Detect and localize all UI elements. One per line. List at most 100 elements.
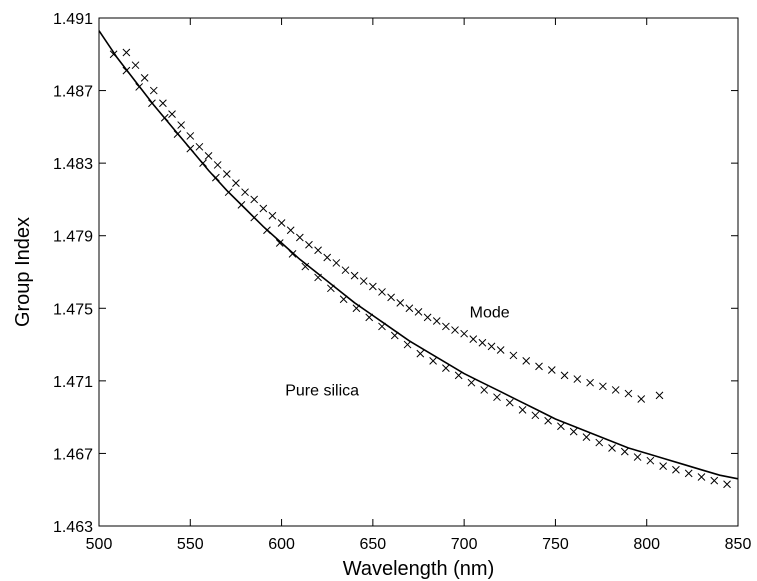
data-point-marker xyxy=(429,357,437,365)
data-point-marker xyxy=(460,329,468,338)
data-point-marker xyxy=(573,375,582,383)
data-point-marker xyxy=(469,335,478,343)
data-point-marker xyxy=(213,161,222,169)
data-point-marker xyxy=(259,204,268,213)
data-point-marker xyxy=(177,121,186,129)
data-point-marker xyxy=(339,295,348,304)
data-point-marker xyxy=(522,357,531,365)
data-point-marker xyxy=(557,422,565,431)
data-point-marker xyxy=(122,48,131,57)
annotations-layer: Mode Pure silica xyxy=(285,304,510,399)
data-point-marker xyxy=(637,395,646,403)
data-point-marker xyxy=(582,433,591,441)
y-tick-label: 1.471 xyxy=(53,374,93,391)
data-point-marker xyxy=(608,444,616,452)
data-point-marker xyxy=(496,346,505,354)
data-point-marker xyxy=(352,304,361,313)
data-point-marker xyxy=(611,386,620,394)
data-point-marker xyxy=(186,132,195,140)
data-point-marker xyxy=(509,351,518,360)
data-point-marker xyxy=(232,179,240,187)
series-0 xyxy=(98,30,739,480)
data-point-marker xyxy=(277,219,286,227)
data-point-marker xyxy=(487,342,496,351)
data-point-marker xyxy=(286,226,295,235)
data-point-marker xyxy=(131,61,140,70)
plot-area-frame xyxy=(98,17,739,527)
data-point-marker xyxy=(148,99,156,108)
data-point-marker xyxy=(624,389,633,398)
data-point-marker xyxy=(369,282,377,291)
x-tick-label: 700 xyxy=(451,536,478,553)
data-point-marker xyxy=(467,378,476,387)
data-point-marker xyxy=(301,262,310,271)
series-line xyxy=(98,30,739,480)
data-point-marker xyxy=(237,201,246,209)
data-point-marker xyxy=(560,371,569,380)
annotation-label: Mode xyxy=(470,304,510,321)
x-tick-label: 750 xyxy=(542,536,569,553)
data-point-marker xyxy=(387,293,395,302)
x-axis-label: Wavelength (nm) xyxy=(343,558,495,580)
data-point-marker xyxy=(263,226,271,235)
data-point-marker xyxy=(697,473,706,481)
data-point-marker xyxy=(659,462,667,470)
data-point-marker xyxy=(646,456,655,465)
data-point-marker xyxy=(454,371,463,380)
data-point-marker xyxy=(288,250,297,258)
data-point-marker xyxy=(305,240,313,249)
data-point-marker xyxy=(135,83,144,91)
data-point-marker xyxy=(723,480,731,489)
data-point-marker xyxy=(365,313,374,322)
data-point-marker xyxy=(173,130,182,138)
data-point-marker xyxy=(250,213,259,222)
data-point-marker xyxy=(423,313,432,322)
y-tick-label: 1.467 xyxy=(53,446,93,463)
data-point-marker xyxy=(535,362,543,371)
data-point-marker xyxy=(195,142,204,151)
series-2 xyxy=(122,48,664,403)
data-point-marker xyxy=(684,469,693,478)
data-point-marker xyxy=(518,406,527,414)
data-point-marker xyxy=(451,326,459,334)
data-point-marker xyxy=(224,188,233,197)
data-point-marker xyxy=(442,322,450,331)
data-point-marker xyxy=(275,239,284,247)
y-tick-label: 1.483 xyxy=(53,156,93,173)
data-point-marker xyxy=(672,465,680,474)
data-point-marker xyxy=(531,411,540,420)
data-point-marker xyxy=(480,386,489,394)
data-point-marker xyxy=(416,349,425,358)
data-point-marker xyxy=(168,110,176,119)
data-point-marker xyxy=(620,447,629,456)
data-point-marker xyxy=(149,86,158,95)
data-point-marker xyxy=(314,246,322,255)
data-point-marker xyxy=(390,331,399,340)
y-tick-label: 1.479 xyxy=(53,229,93,246)
data-point-marker xyxy=(199,159,207,167)
data-point-marker xyxy=(222,170,231,178)
data-point-marker xyxy=(314,273,322,282)
data-point-marker xyxy=(140,74,149,82)
data-point-marker xyxy=(159,99,167,108)
data-point-marker xyxy=(327,284,335,293)
data-point-marker xyxy=(323,253,332,262)
data-point-marker xyxy=(595,438,604,447)
series-1 xyxy=(109,50,731,489)
data-point-marker xyxy=(250,195,259,204)
data-point-marker xyxy=(403,340,412,349)
x-tick-label: 650 xyxy=(360,536,387,553)
data-point-marker xyxy=(547,366,556,374)
data-point-marker xyxy=(332,259,341,267)
data-point-marker xyxy=(160,113,169,122)
data-point-marker xyxy=(405,304,414,313)
data-point-marker xyxy=(432,317,441,325)
data-point-marker xyxy=(295,233,304,242)
data-point-marker xyxy=(378,322,386,331)
data-point-marker xyxy=(478,338,487,347)
y-tick-label: 1.487 xyxy=(53,84,93,101)
data-point-marker xyxy=(359,277,368,285)
data-point-marker xyxy=(633,453,642,461)
data-point-marker xyxy=(493,393,501,402)
